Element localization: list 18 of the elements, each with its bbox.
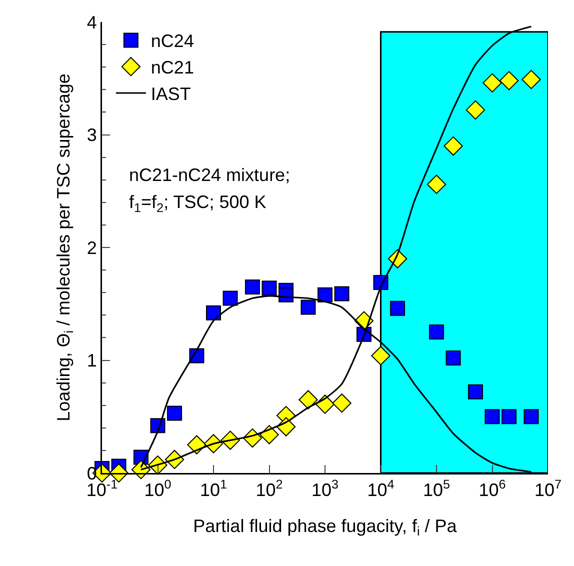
legend-label: nC21 xyxy=(150,58,194,78)
y-tick-label: 4 xyxy=(86,12,97,32)
x-tick-label: 10$^{5}$ xyxy=(422,478,450,500)
x-tick-label: 10$^{2}$ xyxy=(256,478,283,500)
x-axis-title: Partial fluid phase fugacity, f$_{i}$ / Pa xyxy=(193,516,458,539)
y-tick-label: 1 xyxy=(86,350,97,371)
x-tick-label: 10$^{1}$ xyxy=(200,478,228,500)
legend-label: nC24 xyxy=(150,31,194,52)
x-tick-label: 10$^{4}$ xyxy=(367,478,394,500)
annotation: nC21-nC24 mixture; xyxy=(129,165,290,185)
x-tick-label: 10$^{3}$ xyxy=(311,478,339,500)
x-tick-label: 10$^{7}$ xyxy=(534,478,562,500)
y-tick-label: 2 xyxy=(86,238,97,258)
x-tick-label: 10$^{6}$ xyxy=(478,478,506,500)
legend-label: IAST xyxy=(150,84,191,104)
x-tick-label: 10$^{0}$ xyxy=(144,478,172,500)
y-tick-label: 3 xyxy=(86,125,97,146)
annotation: f$_{1}$=f$_{2}$; TSC; 500 K xyxy=(129,192,266,215)
